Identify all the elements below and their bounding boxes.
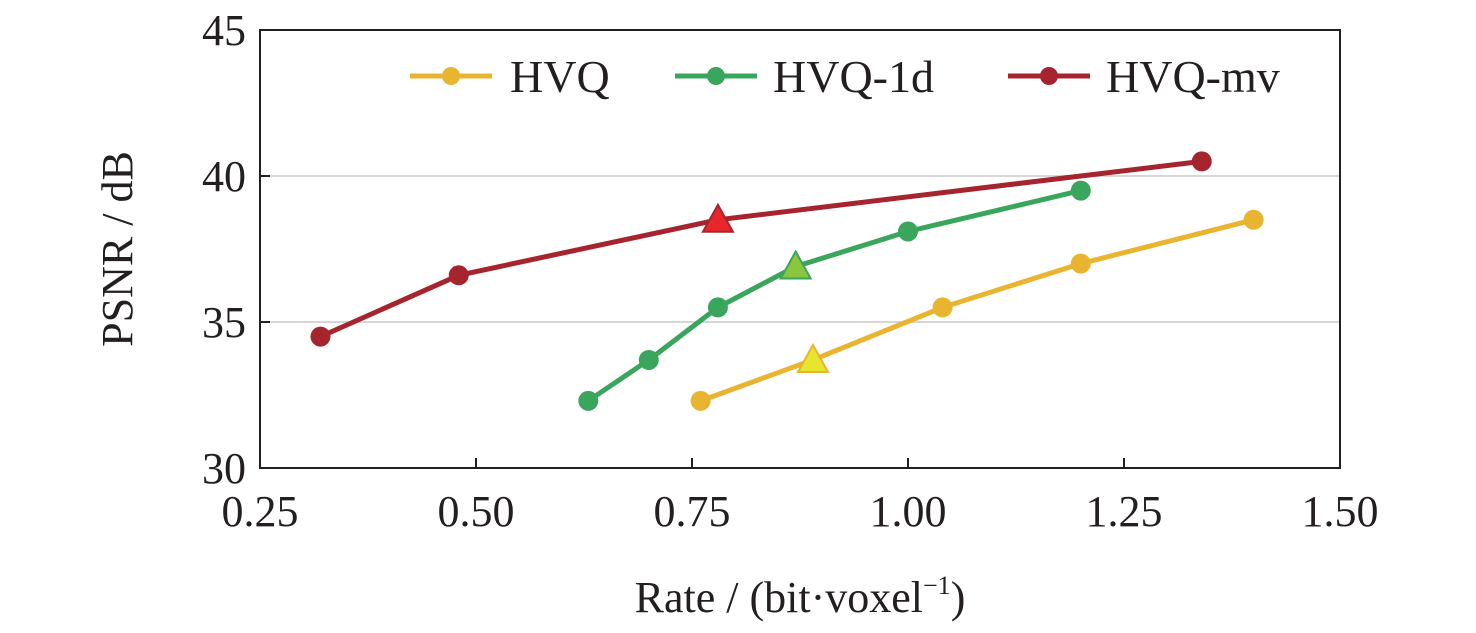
data-point: [1070, 180, 1091, 201]
x-tick-label: 1.00: [870, 487, 947, 536]
series-layer: [310, 151, 1264, 411]
data-point: [1243, 209, 1264, 230]
y-tick-label: 40: [202, 152, 246, 201]
data-point: [1191, 151, 1212, 172]
gridlines: [260, 175, 1340, 323]
x-tick-label: 1.50: [1302, 487, 1379, 536]
data-point: [707, 297, 728, 318]
x-axis-label-superscript: −1: [923, 571, 951, 600]
data-point: [310, 326, 331, 347]
y-axis-label: PSNR / dB: [93, 151, 142, 347]
axis-ticks: 30 35 40 45 0.25 0.50 0.75 1.00 1.25 1.50: [202, 6, 1379, 536]
y-tick-label: 45: [202, 6, 246, 55]
legend-label: HVQ-1d: [773, 51, 934, 102]
highlight-triangle-marker: [778, 249, 813, 280]
legend-swatch-marker: [707, 67, 725, 85]
x-tick-label: 0.75: [654, 487, 731, 536]
x-tick-label: 0.25: [222, 487, 299, 536]
series-hvq-mv: [310, 151, 1212, 347]
x-tick-label: 0.50: [438, 487, 515, 536]
highlight-triangle-marker: [701, 202, 735, 233]
plot-frame: [259, 29, 1341, 469]
data-point: [578, 390, 599, 411]
data-point: [932, 297, 953, 318]
series-line: [699, 217, 1255, 404]
legend-swatch-marker: [1040, 67, 1058, 85]
x-axis-label: Rate / (bit·voxel−1): [635, 571, 966, 622]
x-tick-label: 1.25: [1086, 487, 1163, 536]
legend-swatch-marker: [442, 67, 460, 85]
series-line: [319, 158, 1203, 339]
legend-label: HVQ: [510, 51, 610, 102]
y-tick-label: 35: [202, 298, 246, 347]
data-point: [690, 390, 711, 411]
data-point: [448, 265, 469, 286]
highlight-triangle-marker: [796, 342, 830, 373]
series-hvq: [690, 209, 1264, 411]
legend: HVQ HVQ-1d HVQ-mv: [410, 51, 1280, 102]
legend-label: HVQ-mv: [1106, 51, 1280, 102]
x-axis-label-main: Rate / (bit·voxel: [635, 573, 923, 622]
series-hvq-1d: [578, 180, 1091, 411]
data-point: [638, 349, 659, 370]
x-axis-label-close: ): [951, 573, 966, 622]
data-point: [1070, 253, 1091, 274]
series-line: [586, 188, 1082, 403]
data-point: [898, 221, 918, 242]
y-tick-label: 30: [202, 444, 246, 493]
